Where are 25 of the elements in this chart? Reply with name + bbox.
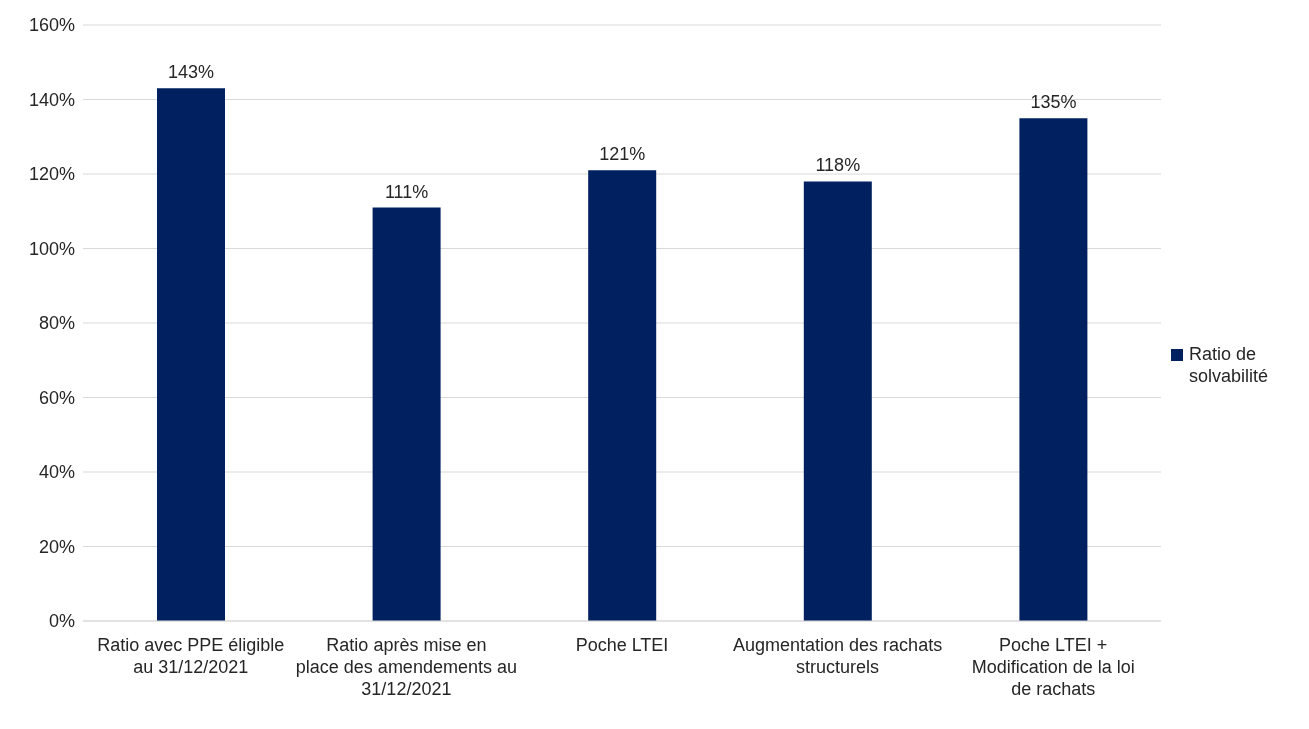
y-tick-label: 140%: [28, 89, 75, 110]
data-label: 121%: [599, 144, 646, 165]
data-label: 143%: [167, 62, 215, 83]
y-tick-label: 80%: [38, 313, 75, 334]
y-tick-label: 120%: [28, 164, 75, 185]
data-label: 118%: [815, 155, 861, 176]
legend-label: Ratio de solvabilité: [1189, 342, 1270, 387]
bar: [588, 170, 657, 621]
data-label: 135%: [1030, 92, 1077, 113]
bar: [803, 181, 872, 621]
y-tick-label: 20%: [38, 536, 75, 557]
y-tick-label: 0%: [48, 611, 75, 632]
x-tick-label: Ratio avec PPE éligible au 31/12/2021: [97, 635, 285, 677]
bar: [372, 207, 441, 621]
x-tick-label: Poche LTEI: [575, 635, 669, 655]
data-label: 111%: [384, 181, 429, 202]
y-tick-label: 100%: [28, 238, 75, 259]
x-tick-label: Augmentation des rachats structurels: [733, 635, 943, 677]
y-tick-label: 160%: [28, 15, 75, 36]
y-tick-label: 40%: [38, 462, 75, 483]
x-tick-label: Ratio après mise en place des amendements au 31/12/2021: [295, 635, 517, 699]
x-tick-label: Poche LTEI + Modification de la loi de rachats: [971, 635, 1135, 699]
bar: [157, 88, 225, 621]
bar: [1019, 118, 1088, 621]
y-tick-label: 60%: [38, 387, 75, 408]
